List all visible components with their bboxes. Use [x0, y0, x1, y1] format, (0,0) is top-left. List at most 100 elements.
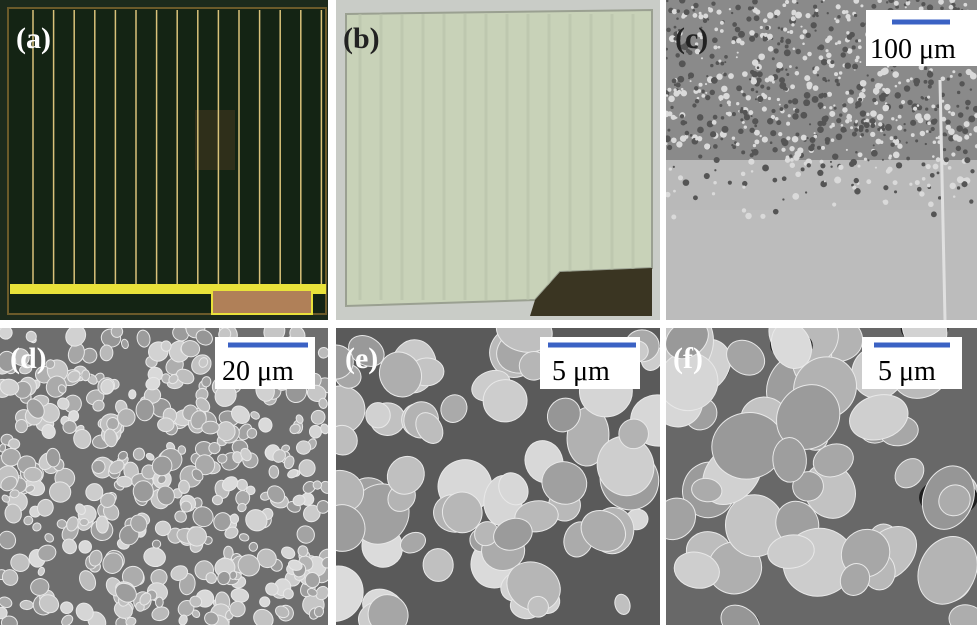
- grain: [705, 95, 710, 100]
- grain: [855, 106, 858, 109]
- grain: [678, 175, 683, 180]
- grain: [817, 121, 823, 127]
- grain: [746, 95, 751, 100]
- grain: [779, 77, 785, 83]
- grain: [202, 421, 220, 434]
- grain: [802, 42, 805, 45]
- grain: [732, 112, 736, 116]
- grain: [898, 81, 901, 84]
- grain: [789, 154, 792, 157]
- grain: [837, 40, 841, 44]
- grain: [776, 62, 783, 69]
- grain: [744, 114, 750, 120]
- grain: [858, 127, 863, 132]
- grain: [751, 88, 755, 92]
- grain: [929, 130, 932, 133]
- grain: [708, 8, 713, 13]
- grain: [820, 160, 824, 164]
- grain: [795, 49, 801, 55]
- grain: [834, 107, 837, 110]
- grain: [951, 112, 956, 117]
- grain: [768, 46, 774, 52]
- grain: [772, 117, 774, 119]
- grain: [695, 99, 699, 103]
- grain: [845, 119, 849, 123]
- grain: [698, 89, 702, 93]
- grain: [800, 26, 802, 28]
- grain: [713, 181, 716, 184]
- grain: [128, 390, 136, 400]
- grain: [845, 62, 851, 68]
- grain: [924, 80, 928, 84]
- grain: [749, 78, 751, 80]
- grain: [709, 54, 714, 59]
- grain: [738, 129, 744, 135]
- grain: [849, 32, 855, 38]
- grain: [768, 97, 771, 100]
- grain: [864, 122, 870, 128]
- grain: [887, 167, 892, 172]
- grain: [754, 130, 760, 136]
- grain: [713, 115, 718, 120]
- grain: [894, 136, 898, 140]
- grain: [830, 60, 834, 64]
- grain: [693, 3, 698, 8]
- grain: [872, 98, 876, 102]
- grain: [805, 13, 810, 18]
- grain: [953, 183, 955, 185]
- grain: [866, 179, 871, 184]
- grain: [820, 163, 825, 168]
- grain: [927, 4, 933, 10]
- grain: [842, 103, 846, 107]
- grain: [893, 152, 900, 159]
- grain: [745, 213, 752, 220]
- grain: [882, 159, 884, 161]
- grain: [761, 93, 765, 97]
- grain: [731, 144, 733, 146]
- grain: [920, 131, 925, 136]
- grain: [677, 90, 682, 95]
- grain: [762, 137, 768, 143]
- grain: [795, 133, 799, 137]
- grain: [785, 0, 789, 4]
- grain: [861, 94, 865, 98]
- grain: [835, 79, 839, 83]
- grain: [836, 118, 841, 123]
- grain: [908, 1, 910, 3]
- grain: [760, 214, 765, 219]
- grain: [693, 13, 698, 18]
- grain: [830, 161, 832, 163]
- glare: [195, 110, 235, 170]
- grain: [915, 139, 918, 142]
- grain: [677, 9, 681, 13]
- grain: [721, 86, 727, 92]
- grain: [757, 96, 763, 102]
- grain: [754, 125, 757, 128]
- grain: [773, 209, 779, 215]
- grain: [711, 1, 715, 5]
- grain: [672, 9, 677, 14]
- grain: [959, 81, 964, 86]
- grain: [931, 211, 937, 217]
- grain: [735, 5, 741, 11]
- grain: [751, 6, 754, 9]
- grain: [958, 73, 962, 77]
- panel-label: (e): [345, 342, 378, 375]
- grain: [814, 29, 816, 31]
- grain: [832, 153, 838, 159]
- grain: [948, 111, 951, 114]
- grain: [732, 22, 737, 27]
- grain: [158, 418, 174, 432]
- grain: [722, 126, 729, 133]
- scale-bar-label: 100 μm: [870, 34, 956, 65]
- texture-group: [8, 8, 326, 314]
- grain: [765, 26, 769, 30]
- grain: [882, 88, 885, 91]
- grain: [834, 72, 838, 76]
- grain: [849, 90, 854, 95]
- grain: [795, 66, 798, 69]
- grain: [921, 162, 925, 166]
- grain: [699, 12, 702, 15]
- grain: [858, 98, 862, 102]
- grain: [752, 118, 758, 124]
